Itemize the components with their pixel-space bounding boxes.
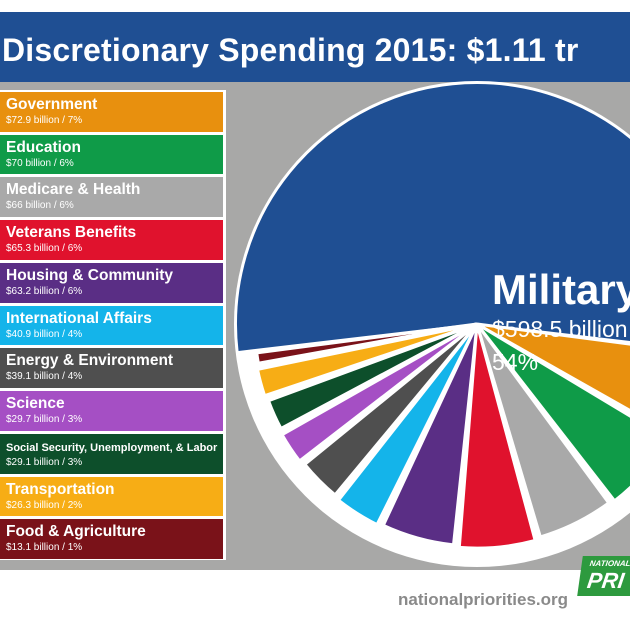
legend-name: Medicare & Health: [6, 181, 141, 199]
legend-value: $39.1 billion / 4%: [6, 371, 83, 383]
pie-slice-science: [280, 322, 478, 464]
legend-item: Transportation $26.3 billion / 2%: [0, 476, 223, 517]
pie-slice-medicare-health: [475, 323, 611, 539]
logo-text-main: PRI: [585, 568, 626, 593]
legend-name: Veterans Benefits: [6, 224, 137, 242]
pie-slice-energy-environment: [302, 322, 479, 497]
legend-name: Energy & Environment: [6, 352, 174, 370]
legend-name: International Affairs: [6, 309, 152, 327]
national-priorities-logo: NATIONAL PRI: [577, 556, 630, 596]
legend-item: Social Security, Unemployment, & Labor $2…: [0, 433, 223, 474]
legend-item: International Affairs $40.9 billion / 4%: [0, 305, 223, 346]
legend-value: $29.7 billion / 3%: [6, 414, 83, 426]
legend-item: Food & Agriculture $13.1 billion / 1%: [0, 519, 223, 559]
legend-name: Food & Agriculture: [6, 523, 146, 541]
legend-value: $65.3 billion / 6%: [6, 243, 83, 255]
legend-name: Housing & Community: [6, 266, 174, 284]
pie-slice-food-agriculture: [255, 322, 478, 365]
military-label: Military: [492, 266, 630, 313]
legend-value: $29.1 billion / 3%: [6, 456, 83, 468]
legend-item: Housing & Community $63.2 billion / 6%: [0, 262, 223, 303]
legend-value: $66 billion / 6%: [6, 200, 74, 212]
pie-slice-international-affairs: [336, 323, 479, 527]
legend-value: $72.9 billion / 7%: [6, 115, 83, 126]
legend-item: Energy & Environment $39.1 billion / 4%: [0, 348, 223, 389]
legend-value: $40.9 billion / 4%: [6, 328, 83, 340]
legend-item: Science $29.7 billion / 3%: [0, 391, 223, 431]
legend-item: Veterans Benefits $65.3 billion / 6%: [0, 220, 223, 260]
logo-text-top: NATIONAL: [589, 559, 630, 568]
legend: Government $72.9 billion / 7% Education $70…: [0, 90, 226, 560]
pie-slice-social-security-unemployment-labor: [266, 322, 478, 431]
military-value: $598.5 billion: [492, 316, 628, 342]
legend-name: Government: [6, 96, 98, 113]
legend-item: Medicare & Health $66 billion / 6%: [0, 177, 223, 218]
pie-slice-military: [235, 82, 630, 354]
legend-value: $63.2 billion / 6%: [6, 285, 83, 297]
pie-slice-education: [475, 322, 630, 503]
legend-name: Education: [6, 138, 81, 156]
pie-slice-veterans-benefits: [457, 323, 537, 550]
pie-slice-transportation: [255, 322, 478, 398]
legend-item: Education $70 billion / 6%: [0, 134, 223, 175]
pie-slice-housing-community: [381, 323, 479, 547]
legend-name: Social Security, Unemployment, & Labor: [6, 441, 218, 454]
legend-value: $26.3 billion / 2%: [6, 499, 83, 511]
legend-value: $70 billion / 6%: [6, 157, 74, 169]
legend-name: Science: [6, 395, 65, 413]
legend-name: Transportation: [6, 480, 115, 498]
legend-item: Government $72.9 billion / 7%: [0, 92, 223, 132]
chart-title: Discretionary Spending 2015: $1.11 tr: [2, 32, 579, 68]
military-percent: 54%: [492, 349, 539, 375]
legend-value: $13.1 billion / 1%: [6, 542, 83, 554]
website-link[interactable]: nationalpriorities.org: [398, 590, 569, 609]
title-bar: Discretionary Spending 2015: $1.11 tr: [0, 12, 630, 82]
